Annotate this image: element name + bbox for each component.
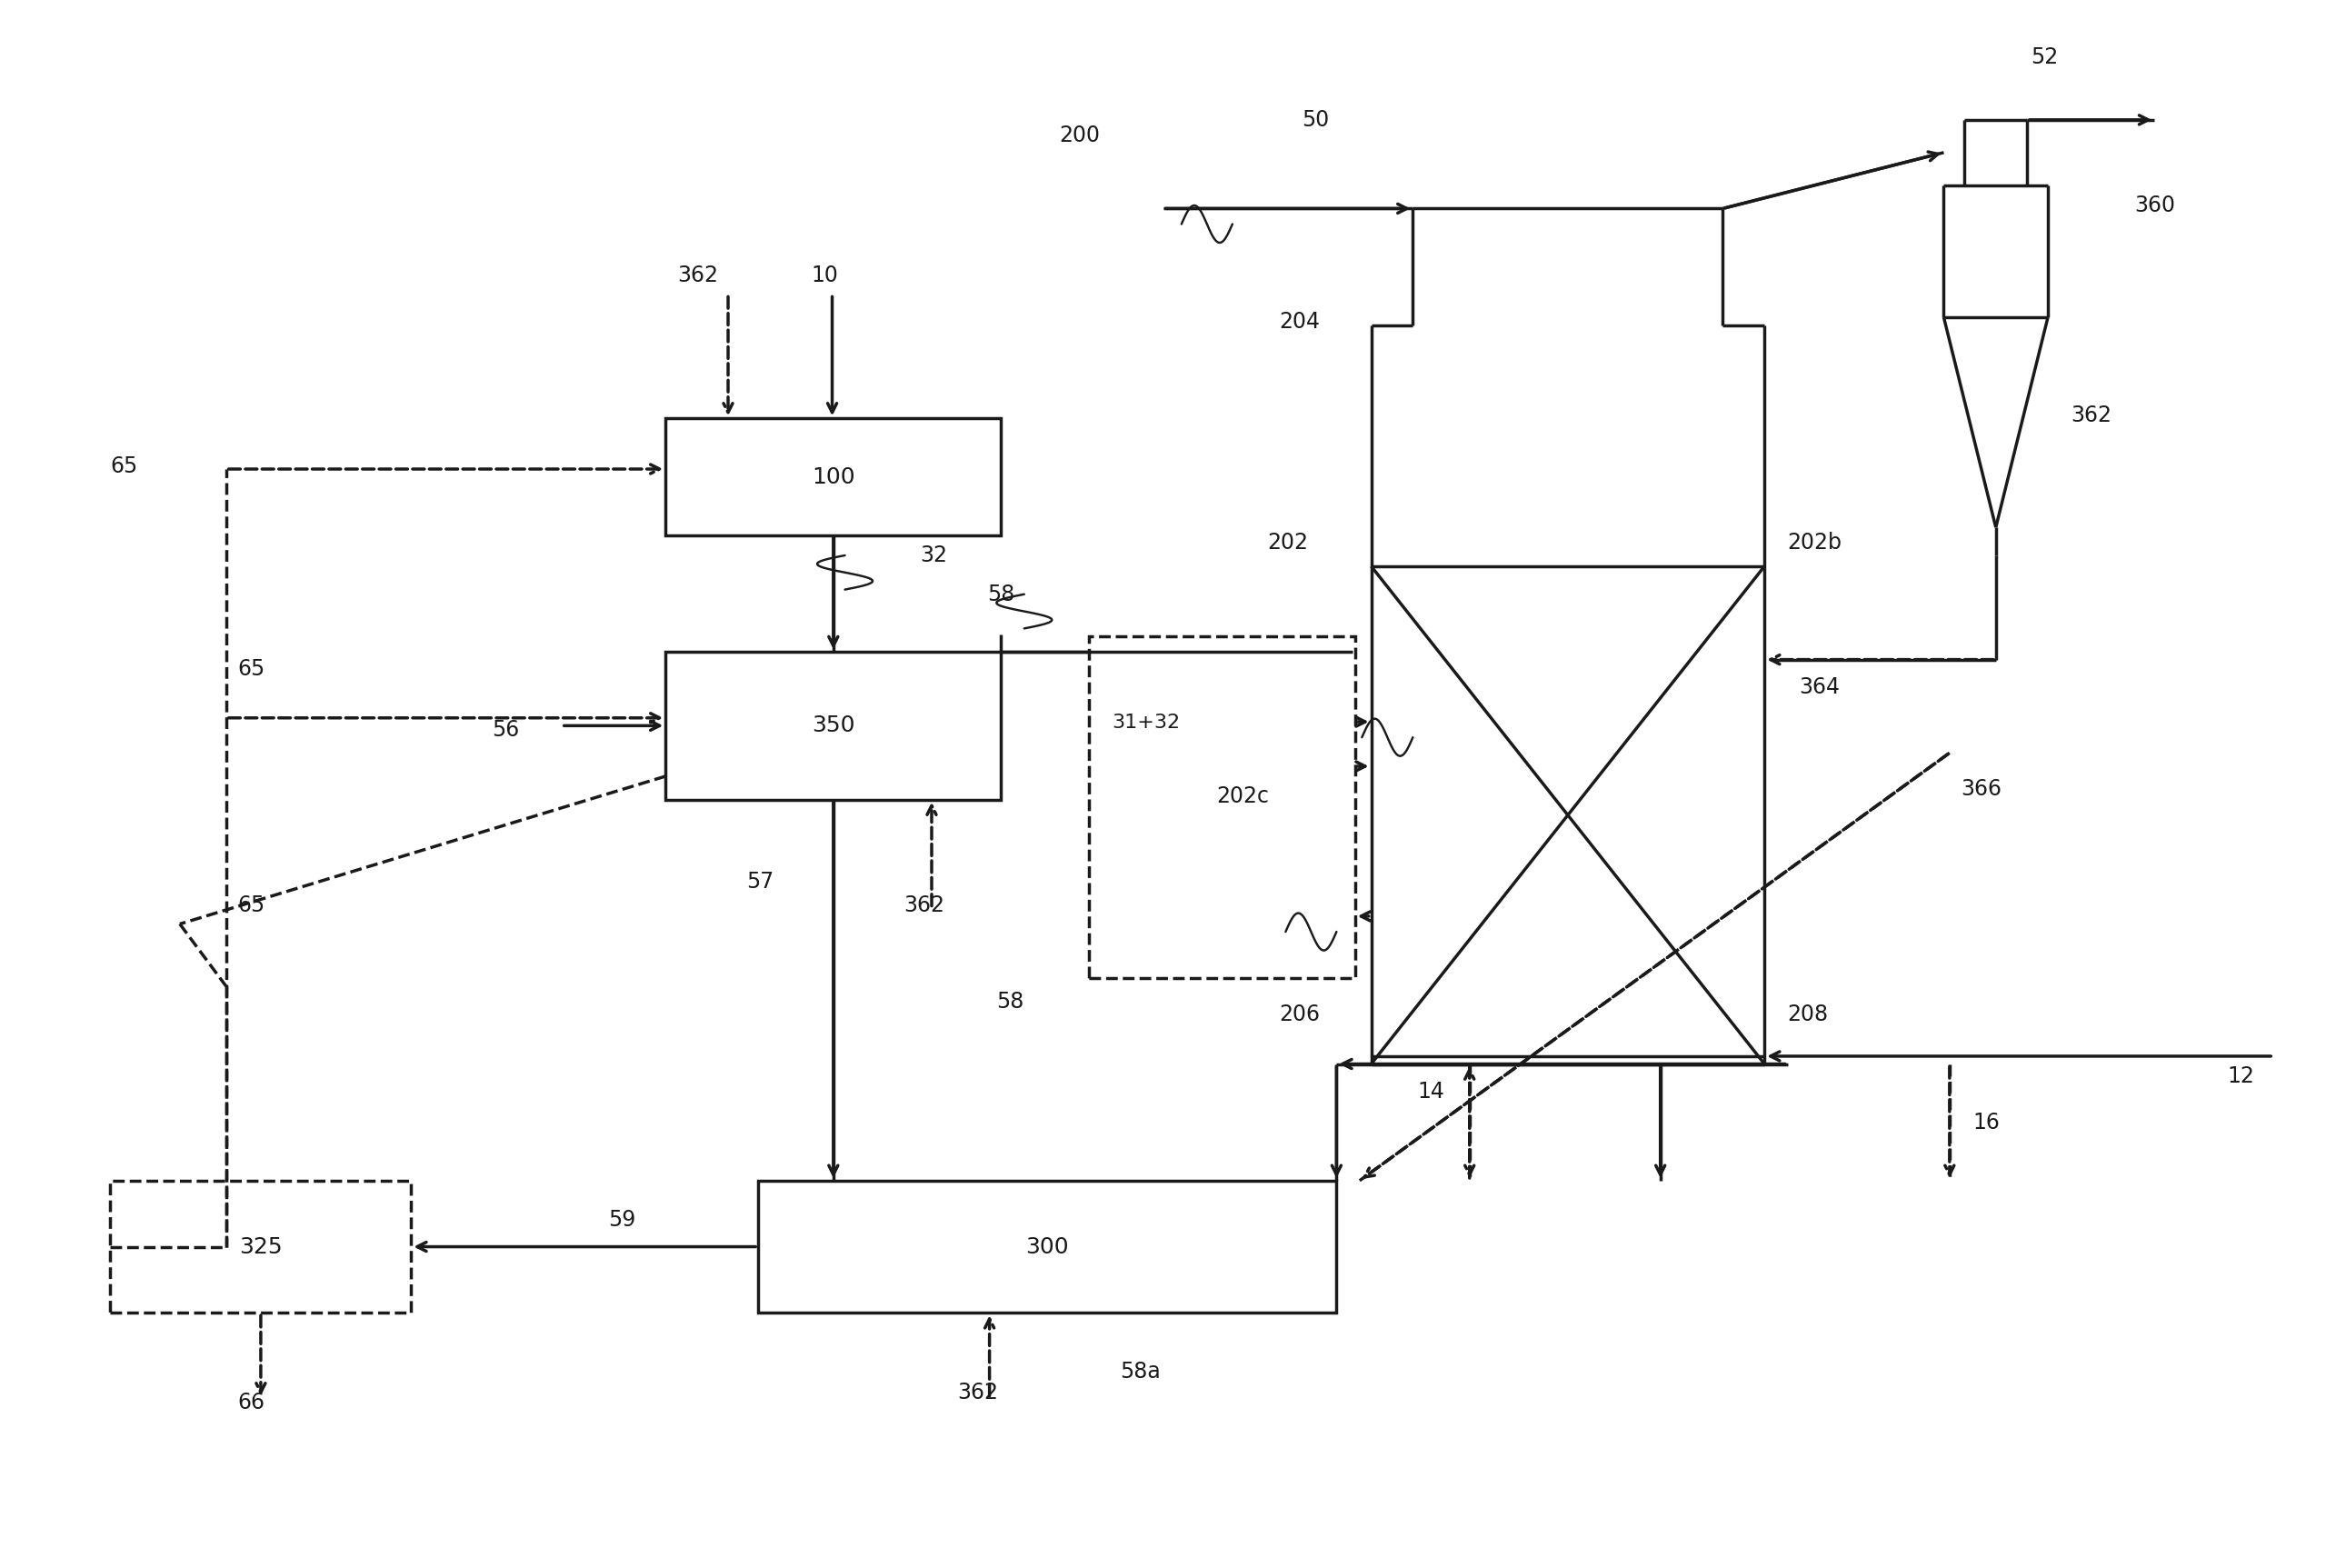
Text: 206: 206 xyxy=(1279,1004,1319,1025)
Text: 202b: 202b xyxy=(1789,532,1842,554)
Text: 362: 362 xyxy=(958,1381,998,1403)
Text: 66: 66 xyxy=(237,1392,265,1414)
Bar xyxy=(1089,637,1356,978)
Text: 362: 362 xyxy=(677,265,719,287)
Text: 325: 325 xyxy=(240,1236,281,1258)
Text: 300: 300 xyxy=(1026,1236,1070,1258)
Text: 58a: 58a xyxy=(1119,1361,1161,1383)
Text: 65: 65 xyxy=(109,455,137,477)
Text: 16: 16 xyxy=(1972,1112,2000,1134)
Text: 58: 58 xyxy=(996,991,1023,1013)
Bar xyxy=(758,1181,1337,1312)
Text: 362: 362 xyxy=(2070,405,2112,426)
Text: 200: 200 xyxy=(1058,124,1100,146)
Text: 360: 360 xyxy=(2135,194,2175,216)
Text: 59: 59 xyxy=(607,1209,635,1231)
Text: 65: 65 xyxy=(237,894,265,916)
Text: 58: 58 xyxy=(986,583,1014,605)
Text: 204: 204 xyxy=(1279,310,1319,332)
Text: 56: 56 xyxy=(493,720,519,742)
Text: 364: 364 xyxy=(1800,677,1840,698)
Text: 350: 350 xyxy=(812,715,856,737)
Text: 362: 362 xyxy=(905,894,944,916)
Text: 50: 50 xyxy=(1303,108,1328,130)
Bar xyxy=(665,652,1000,800)
Text: 202: 202 xyxy=(1268,532,1307,554)
Text: 366: 366 xyxy=(1961,778,2003,800)
Text: 12: 12 xyxy=(2228,1066,2254,1087)
Text: 32: 32 xyxy=(921,544,947,566)
Text: 52: 52 xyxy=(2031,47,2059,69)
Text: 65: 65 xyxy=(237,659,265,681)
Text: 202c: 202c xyxy=(1216,786,1270,808)
Bar xyxy=(665,419,1000,535)
Text: 100: 100 xyxy=(812,466,856,488)
Text: 57: 57 xyxy=(747,872,775,892)
Text: 14: 14 xyxy=(1417,1080,1444,1102)
Bar xyxy=(109,1181,412,1312)
Text: 10: 10 xyxy=(812,265,837,287)
Text: 31+32: 31+32 xyxy=(1112,713,1179,732)
Text: 208: 208 xyxy=(1789,1004,1828,1025)
